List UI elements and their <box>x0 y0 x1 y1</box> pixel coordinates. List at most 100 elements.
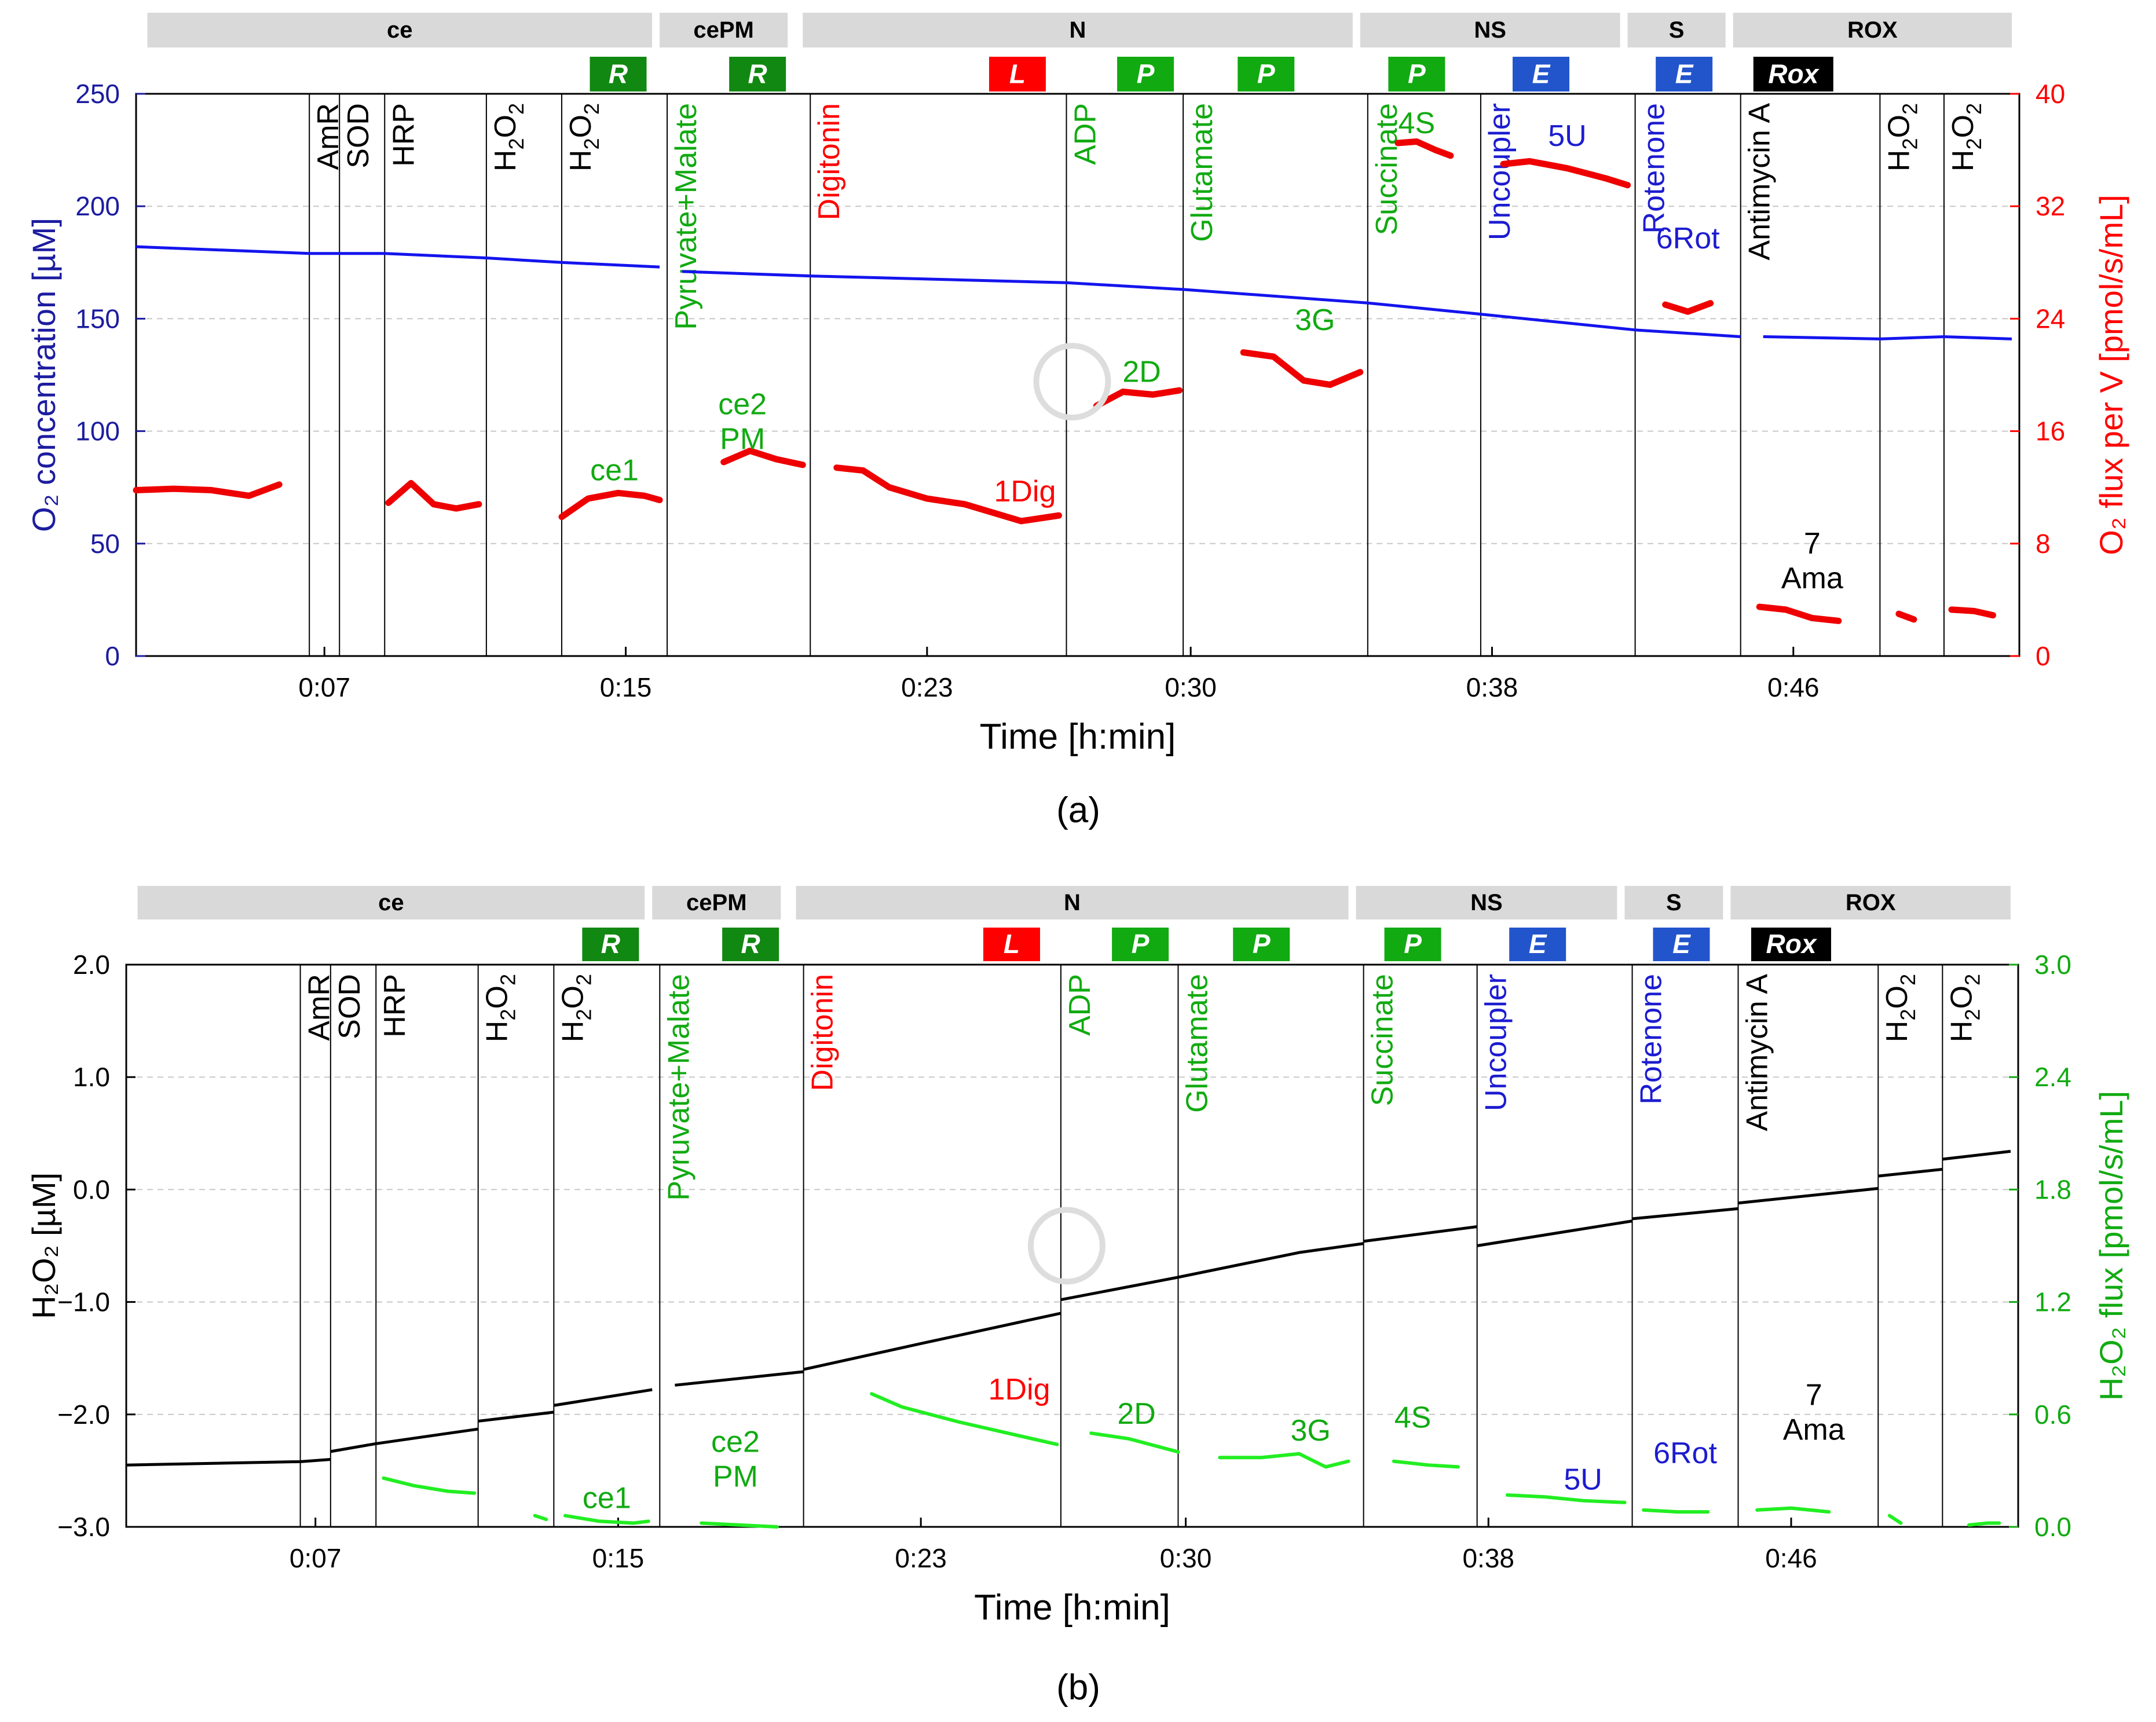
state-badge <box>582 928 639 961</box>
event-label: HRP <box>387 103 420 167</box>
phase-bar <box>1730 886 2011 919</box>
panel-caption: (a) <box>1056 790 1100 830</box>
state-badge-label: P <box>1404 929 1422 959</box>
event-label-main: Rotenone <box>1638 103 1671 234</box>
phase-label: ce <box>387 17 413 43</box>
flux-trace <box>1089 1431 1180 1454</box>
state-badge-label: E <box>1529 929 1547 959</box>
phase-label: S <box>1669 17 1685 43</box>
state-annotation: PM <box>713 1460 758 1494</box>
event-label: Succinate <box>1366 974 1400 1106</box>
x-tick-label: 0:23 <box>895 1543 947 1573</box>
y-right-tick-label: 0.0 <box>2034 1512 2071 1542</box>
event-label: Rotenone <box>1638 103 1671 234</box>
flux-trace <box>1500 158 1631 189</box>
phase-bar <box>1627 13 1726 47</box>
event-label: H2O2 <box>1882 103 1921 171</box>
event-label: Pyruvate+Malate <box>669 103 703 330</box>
y-right-tick-label: 40 <box>2036 79 2065 109</box>
event-label-tail: O <box>481 985 514 1009</box>
state-badge <box>1112 928 1169 961</box>
y-left-tick-label: 1.0 <box>73 1062 110 1092</box>
event-label-sub: 2 <box>504 138 528 149</box>
state-annotation: 5U <box>1564 1463 1602 1496</box>
state-badge-label: P <box>1132 929 1150 959</box>
watermark-emblem-icon <box>1033 343 1111 421</box>
event-label-main: Digitonin <box>812 103 846 220</box>
state-annotation: PM <box>720 422 765 456</box>
y-left-tick-label: 150 <box>75 303 120 334</box>
concentration-trace <box>1635 328 1741 338</box>
event-label: HRP <box>378 974 412 1038</box>
phase-label: S <box>1666 890 1682 915</box>
flux-trace <box>1505 1493 1627 1504</box>
phase-bar <box>660 13 788 47</box>
event-label: ADP <box>1063 974 1097 1036</box>
state-annotation: 2D <box>1122 356 1161 389</box>
phase-label: N <box>1070 17 1086 43</box>
concentration-trace <box>1738 1186 1879 1205</box>
plot-frame <box>125 963 2019 1528</box>
event-label: ADP <box>1068 103 1102 165</box>
state-badge <box>983 928 1040 961</box>
flux-trace <box>700 1521 779 1529</box>
state-badge <box>989 57 1046 91</box>
event-label-sub2: 2 <box>1962 103 1986 115</box>
y-left-tick-label: −2.0 <box>57 1399 110 1430</box>
event-label-main: Pyruvate+Malate <box>669 103 703 330</box>
x-tick-label: 0:38 <box>1462 1543 1514 1573</box>
event-label-main: H <box>489 150 522 172</box>
y-right-tick-label: 0.6 <box>2034 1399 2071 1430</box>
state-badge-label: L <box>1009 59 1026 89</box>
state-annotation: 6Rot <box>1656 222 1720 255</box>
state-badge-label: R <box>609 59 628 89</box>
concentration-trace <box>136 245 660 269</box>
event-label: H2O2 <box>481 974 520 1042</box>
event-label: Antimycin A <box>1740 974 1774 1131</box>
event-label-main: H <box>556 1021 590 1043</box>
y-left-tick-label: 200 <box>75 191 120 221</box>
x-tick-label: 0:46 <box>1767 672 1820 702</box>
state-annotation: 7 <box>1804 527 1821 560</box>
flux-trace <box>1394 138 1454 159</box>
y-left-tick-label: 50 <box>90 529 120 559</box>
state-badge <box>1656 57 1713 91</box>
event-label-tail: O <box>1880 985 1914 1009</box>
flux-trace <box>133 481 283 499</box>
state-badge-label: Rox <box>1768 59 1820 89</box>
flux-trace <box>563 1514 650 1525</box>
event-label-main: AmR <box>312 103 345 170</box>
event-label-main: Antimycin A <box>1740 974 1774 1131</box>
flux-trace <box>1240 349 1364 388</box>
event-label-sub: 2 <box>1896 1009 1920 1020</box>
y-right-tick-label: 2.4 <box>2034 1062 2071 1092</box>
event-label: AmR <box>312 103 345 170</box>
state-badge-label: R <box>741 929 760 959</box>
state-annotation: ce1 <box>590 454 639 488</box>
concentration-trace <box>478 1410 554 1423</box>
flux-trace <box>1967 1521 2001 1527</box>
event-label-sub2: 2 <box>1898 103 1921 115</box>
event-label-tail: O <box>1945 985 1978 1009</box>
event-label-main: Digitonin <box>806 974 840 1091</box>
concentration-trace <box>1763 335 2012 340</box>
plot-frame <box>135 93 2020 657</box>
y-left-tick-label: −1.0 <box>57 1287 110 1317</box>
flux-trace <box>833 464 1062 525</box>
event-label-sub: 2 <box>580 138 603 149</box>
x-tick-label: 0:38 <box>1466 672 1518 702</box>
concentration-trace <box>1877 1167 1943 1178</box>
x-tick-label: 0:07 <box>298 672 350 702</box>
state-badge <box>1233 928 1290 961</box>
state-badge-label: P <box>1257 59 1275 89</box>
state-badge <box>1384 928 1441 961</box>
event-label-sub: 2 <box>572 1009 595 1020</box>
phase-label: NS <box>1474 17 1506 43</box>
phase-bar <box>137 886 645 919</box>
x-tick-label: 0:15 <box>600 672 652 702</box>
state-annotation: Ama <box>1783 1413 1845 1447</box>
flux-trace <box>1887 1514 1903 1525</box>
event-label-sub2: 2 <box>572 974 595 985</box>
event-label: H2O2 <box>1946 103 1986 171</box>
